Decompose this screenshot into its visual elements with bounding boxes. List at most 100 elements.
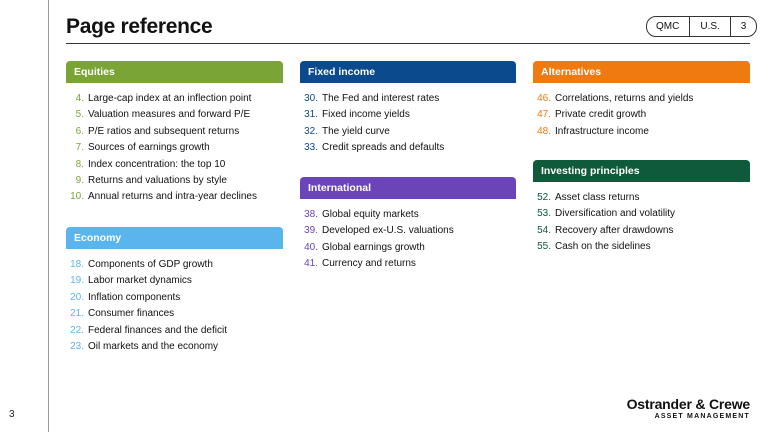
tag-qmc: QMC bbox=[656, 21, 680, 32]
logo-subtitle: ASSET MANAGEMENT bbox=[654, 413, 750, 420]
company-logo: Ostrander & Crewe ASSET MANAGEMENT bbox=[626, 396, 751, 420]
item-label: Developed ex-U.S. valuations bbox=[322, 225, 454, 237]
item-label: Valuation measures and forward P/E bbox=[88, 109, 251, 121]
item-label: Infrastructure income bbox=[555, 125, 649, 137]
page-reference-item[interactable]: 46. Correlations, returns and yields bbox=[533, 91, 750, 107]
item-label: Fixed income yields bbox=[322, 109, 410, 121]
page-reference-item[interactable]: 38. Global equity markets bbox=[300, 207, 516, 223]
page-number: 48. bbox=[537, 125, 551, 137]
page-number: 38. bbox=[304, 209, 318, 220]
item-label: Consumer finances bbox=[88, 308, 175, 320]
page-reference-item[interactable]: 6. P/E ratios and subsequent returns bbox=[66, 124, 283, 140]
page-reference-item[interactable]: 33. Credit spreads and defaults bbox=[300, 140, 516, 156]
page-number: 53. bbox=[537, 208, 551, 220]
page-number: 22. bbox=[70, 324, 84, 336]
item-label: The Fed and interest rates bbox=[322, 93, 440, 104]
page-number: 40. bbox=[304, 241, 318, 253]
page-reference-item[interactable]: 10. Annual returns and intra-year decline… bbox=[66, 189, 283, 205]
section-header: Fixed income bbox=[300, 61, 516, 83]
item-label: Returns and valuations by style bbox=[88, 175, 227, 187]
page-number: 32. bbox=[304, 125, 318, 137]
section-investing-principles: Investing principles 52. Asset class retu… bbox=[533, 160, 750, 256]
page-number: 31. bbox=[304, 109, 318, 121]
page-reference-item[interactable]: 21. Consumer finances bbox=[66, 306, 283, 322]
page-reference-item[interactable]: 23. Oil markets and the economy bbox=[66, 339, 283, 355]
item-label: Recovery after drawdowns bbox=[555, 224, 674, 236]
page-reference-item[interactable]: 32. The yield curve bbox=[300, 124, 516, 140]
item-label: The yield curve bbox=[322, 125, 390, 137]
item-label: Private credit growth bbox=[555, 109, 647, 121]
page-reference-item[interactable]: 48. Infrastructure income bbox=[533, 124, 750, 140]
page-number: 33. bbox=[304, 142, 318, 154]
section-header: Investing principles bbox=[533, 160, 750, 182]
page-reference-item[interactable]: 52. Asset class returns bbox=[533, 190, 750, 206]
section-list: 38. Global equity markets 39. Developed ex-… bbox=[300, 207, 516, 273]
page-reference-item[interactable]: 40. Global earnings growth bbox=[300, 240, 516, 256]
page-reference-item[interactable]: 53. Diversification and volatility bbox=[533, 206, 750, 222]
page-reference-item[interactable]: 39. Developed ex-U.S. valuations bbox=[300, 223, 516, 239]
page-number: 4. bbox=[75, 93, 84, 104]
item-label: Correlations, returns and yields bbox=[555, 93, 694, 104]
item-label: Cash on the sidelines bbox=[555, 241, 651, 253]
page-reference-item[interactable]: 9. Returns and valuations by style bbox=[66, 173, 283, 189]
page-number: 10. bbox=[70, 191, 84, 203]
page-number: 8. bbox=[75, 158, 84, 170]
item-label: Annual returns and intra-year declines bbox=[88, 191, 257, 203]
page-number: 46. bbox=[537, 93, 551, 104]
page-number: 41. bbox=[304, 258, 318, 270]
page-reference-item[interactable]: 30. The Fed and interest rates bbox=[300, 91, 516, 107]
section-header: Alternatives bbox=[533, 61, 750, 83]
page-reference-item[interactable]: 22. Federal finances and the deficit bbox=[66, 323, 283, 339]
tag-group: QMC U.S. 3 bbox=[646, 16, 758, 37]
page-reference-item[interactable]: 41. Currency and returns bbox=[300, 256, 516, 272]
page-reference-item[interactable]: 20. Inflation components bbox=[66, 290, 283, 306]
section-international: International 38. Global equity markets 39… bbox=[300, 177, 516, 273]
item-label: Inflation components bbox=[88, 291, 181, 303]
item-label: Large-cap index at an inflection point bbox=[88, 93, 252, 104]
page-number: 5. bbox=[75, 109, 84, 121]
page-number: 55. bbox=[537, 241, 551, 253]
item-label: Currency and returns bbox=[322, 258, 416, 270]
page-reference-item[interactable]: 5. Valuation measures and forward P/E bbox=[66, 107, 283, 123]
section-alternatives: Alternatives 46. Correlations, returns an… bbox=[533, 61, 750, 140]
section-list: 52. Asset class returns 53. Diversification… bbox=[533, 190, 750, 256]
page-number: 7. bbox=[75, 142, 84, 154]
page-reference-item[interactable]: 55. Cash on the sidelines bbox=[533, 239, 750, 255]
left-margin-rule bbox=[48, 0, 49, 432]
page-number: 6. bbox=[75, 125, 84, 137]
page-reference-item[interactable]: 54. Recovery after drawdowns bbox=[533, 223, 750, 239]
page-reference-item[interactable]: 4. Large-cap index at an inflection point bbox=[66, 91, 283, 107]
section-list: 30. The Fed and interest rates 31. Fixed in… bbox=[300, 91, 516, 157]
page-reference-item[interactable]: 31. Fixed income yields bbox=[300, 107, 516, 123]
item-label: Asset class returns bbox=[555, 192, 640, 203]
logo-name: Ostrander & Crewe bbox=[626, 396, 751, 412]
page-reference-item[interactable]: 8. Index concentration: the top 10 bbox=[66, 157, 283, 173]
item-label: Federal finances and the deficit bbox=[88, 324, 227, 336]
item-label: Global equity markets bbox=[322, 209, 419, 220]
page-number: 23. bbox=[70, 341, 84, 353]
page-number: 54. bbox=[537, 224, 551, 236]
page-reference-item[interactable]: 19. Labor market dynamics bbox=[66, 273, 283, 289]
slide-number: 3 bbox=[9, 409, 15, 420]
page-reference-item[interactable]: 47. Private credit growth bbox=[533, 107, 750, 123]
section-fixed-income: Fixed income 30. The Fed and interest rat… bbox=[300, 61, 516, 157]
section-economy: Economy 18. Components of GDP growth 19. La… bbox=[66, 227, 283, 355]
section-list: 4. Large-cap index at an inflection point… bbox=[66, 91, 283, 206]
section-header: Equities bbox=[66, 61, 283, 83]
section-equities: Equities 4. Large-cap index at an inflect… bbox=[66, 61, 283, 206]
page-title: Page reference bbox=[66, 15, 213, 38]
section-list: 18. Components of GDP growth 19. Labor mark… bbox=[66, 257, 283, 355]
section-list: 46. Correlations, returns and yields 47. Pr… bbox=[533, 91, 750, 140]
page-reference-item[interactable]: 7. Sources of earnings growth bbox=[66, 140, 283, 156]
page-number: 19. bbox=[70, 275, 84, 287]
page-number: 20. bbox=[70, 291, 84, 303]
item-label: Index concentration: the top 10 bbox=[88, 158, 226, 170]
section-header: International bbox=[300, 177, 516, 199]
item-label: Sources of earnings growth bbox=[88, 142, 210, 154]
page-number: 21. bbox=[70, 308, 84, 320]
page-reference-item[interactable]: 18. Components of GDP growth bbox=[66, 257, 283, 273]
item-label: P/E ratios and subsequent returns bbox=[88, 125, 240, 137]
item-label: Oil markets and the economy bbox=[88, 341, 219, 353]
section-header: Economy bbox=[66, 227, 283, 249]
tag-region: U.S. bbox=[689, 17, 729, 36]
